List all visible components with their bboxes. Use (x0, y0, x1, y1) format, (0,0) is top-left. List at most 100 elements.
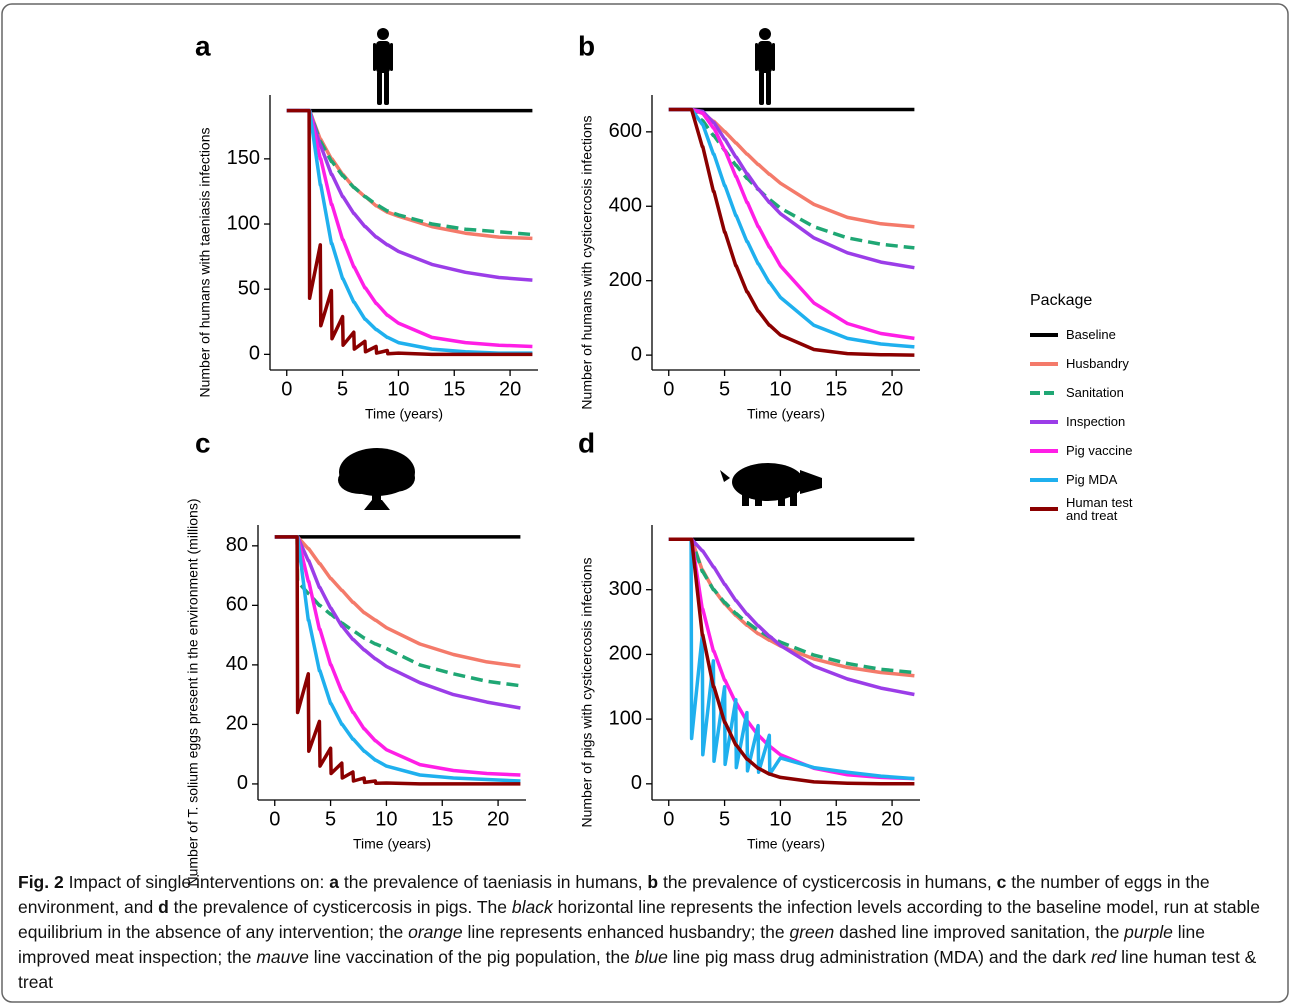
caption-label: Fig. 2 (18, 872, 64, 892)
frame (1, 3, 1289, 1003)
y-tick-label: 0 (237, 772, 248, 794)
y-tick-label: 200 (609, 269, 642, 291)
x-tick-label: 10 (769, 808, 791, 830)
x-tick-label: 20 (881, 808, 903, 830)
line-series (668, 537, 915, 697)
x-axis-label: Time (years) (747, 406, 825, 422)
line-series (286, 108, 533, 282)
x-tick-label: 0 (663, 378, 674, 400)
y-tick-label: 0 (249, 343, 260, 365)
caption-text: blue (634, 947, 668, 967)
caption-text: line pig mass drug administration (MDA) … (667, 947, 1091, 967)
caption-text: purple (1124, 922, 1173, 942)
caption-text: mauve (256, 947, 309, 967)
caption-text: d (158, 897, 169, 917)
panel-label: d (578, 427, 595, 458)
caption-text: line represents enhanced husbandry; the (462, 922, 790, 942)
x-tick-label: 15 (825, 378, 847, 400)
x-tick-label: 20 (487, 808, 509, 830)
y-tick-label: 150 (227, 147, 260, 169)
legend-key (1030, 332, 1058, 337)
y-tick-label: 0 (631, 343, 642, 365)
x-tick-label: 20 (499, 378, 521, 400)
y-axis-label: Number of pigs with cysticercosis infect… (579, 558, 595, 828)
x-tick-label: 5 (337, 378, 348, 400)
line-series (668, 537, 915, 781)
line-series (668, 537, 915, 675)
x-tick-label: 15 (431, 808, 453, 830)
line-series (274, 535, 521, 783)
line-series (274, 535, 521, 710)
legend-label: Sanitation (1066, 385, 1124, 400)
x-tick-label: 5 (325, 808, 336, 830)
x-axis-label: Time (years) (353, 836, 431, 852)
x-tick-label: 20 (881, 378, 903, 400)
x-tick-label: 10 (387, 378, 409, 400)
legend-key (1030, 448, 1058, 453)
caption: Fig. 2 Impact of single interventions on… (18, 870, 1276, 995)
human-icon (755, 28, 775, 105)
line-series (668, 107, 915, 357)
y-tick-label: 300 (609, 578, 642, 600)
caption-text: black (511, 897, 553, 917)
caption-text: Impact of single interventions on: (63, 872, 330, 892)
legend-entry: Pig MDA (1030, 465, 1146, 494)
x-tick-label: 0 (281, 378, 292, 400)
caption-text: a (329, 872, 339, 892)
legend-label: Husbandry (1066, 356, 1129, 371)
line-series (668, 107, 915, 250)
caption-text: b (647, 872, 659, 892)
y-axis-label: Number of humans with cysticercosis infe… (579, 115, 595, 409)
line-series (286, 108, 533, 349)
panel-label: a (195, 30, 211, 61)
legend-entry: Pig vaccine (1030, 436, 1146, 465)
legend-key (1030, 419, 1058, 424)
legend-key (1030, 477, 1058, 482)
caption-text: line human test & treat (18, 947, 1257, 992)
caption-text: the prevalence of taeniasis in humans, (339, 872, 648, 892)
x-tick-label: 5 (719, 808, 730, 830)
caption-text: c (996, 872, 1007, 892)
panel-label: b (578, 30, 595, 61)
legend-key (1030, 506, 1058, 511)
legend-entry: Baseline (1030, 320, 1146, 349)
line-series (274, 535, 521, 688)
human-icon (373, 28, 393, 105)
y-axis-label: Number of T. solium eggs present in the … (185, 498, 201, 886)
legend-label: Pig MDA (1066, 472, 1118, 487)
y-tick-label: 80 (226, 534, 248, 556)
legend-label: Human test and treat (1066, 494, 1133, 523)
caption-text: the prevalence of cysticercosis in human… (658, 872, 997, 892)
caption-text: red (1090, 947, 1117, 967)
legend-label: Inspection (1066, 414, 1126, 429)
caption-text: horizontal line represents the infection… (18, 897, 1260, 942)
line-series (668, 107, 915, 349)
legend-key (1030, 390, 1058, 395)
legend-entry: Human test and treat (1030, 494, 1146, 523)
pig-icon (720, 463, 822, 506)
caption-text: green (789, 922, 835, 942)
y-tick-label: 100 (609, 707, 642, 729)
y-tick-label: 40 (226, 653, 248, 675)
line-series (286, 108, 533, 355)
caption-text: line improved meat inspection; the (18, 922, 1205, 967)
line-series (668, 107, 915, 270)
x-tick-label: 0 (663, 808, 674, 830)
caption-text: line vaccination of the pig population, … (308, 947, 635, 967)
panel-label: c (195, 427, 211, 458)
legend-title: Package (1030, 292, 1093, 309)
x-axis-label: Time (years) (747, 836, 825, 852)
y-tick-label: 0 (631, 772, 642, 794)
tree-icon (338, 448, 415, 510)
x-tick-label: 15 (825, 808, 847, 830)
x-tick-label: 10 (769, 378, 791, 400)
caption-text: orange (408, 922, 463, 942)
legend-label: Pig vaccine (1066, 443, 1133, 458)
x-axis-label: Time (years) (365, 406, 443, 422)
y-tick-label: 20 (226, 713, 248, 735)
line-series (286, 108, 533, 241)
y-axis-label: Number of humans with taeniasis infectio… (197, 127, 213, 397)
y-tick-label: 100 (227, 212, 260, 234)
y-tick-label: 50 (238, 277, 260, 299)
